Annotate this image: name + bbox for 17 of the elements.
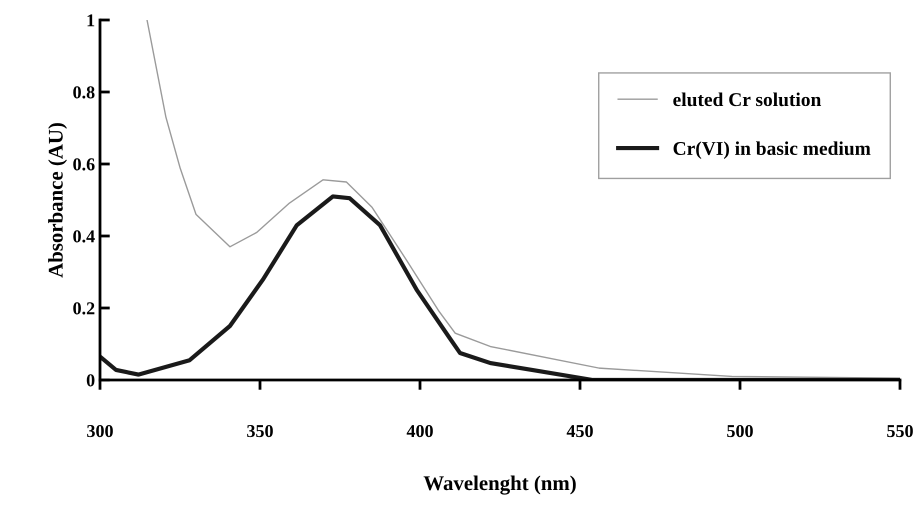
y-axis-title: Absorbance (AU) [48,123,68,278]
y-tick-label: 0.6 [73,158,95,171]
x-tick-label: 550 [887,424,913,438]
y-tick-label: 0 [86,374,94,386]
x-axis-title: Wavelenght (nm) [424,476,576,495]
x-tick-label: 350 [247,424,273,438]
y-tick-label: 0.8 [73,86,95,99]
x-tick-label: 400 [406,424,433,438]
y-tick-label: 0.2 [73,302,94,315]
legend-label: eluted Cr solution [673,92,822,106]
x-tick-label: 500 [727,424,753,438]
line-series [146,20,900,379]
y-tick-label: 0.4 [73,230,95,243]
legend-label: Cr(VI) in basic medium [674,141,871,159]
y-tick-label: 1 [88,14,94,26]
x-tick-label: 450 [566,424,593,438]
x-tick-label: 300 [87,424,113,438]
